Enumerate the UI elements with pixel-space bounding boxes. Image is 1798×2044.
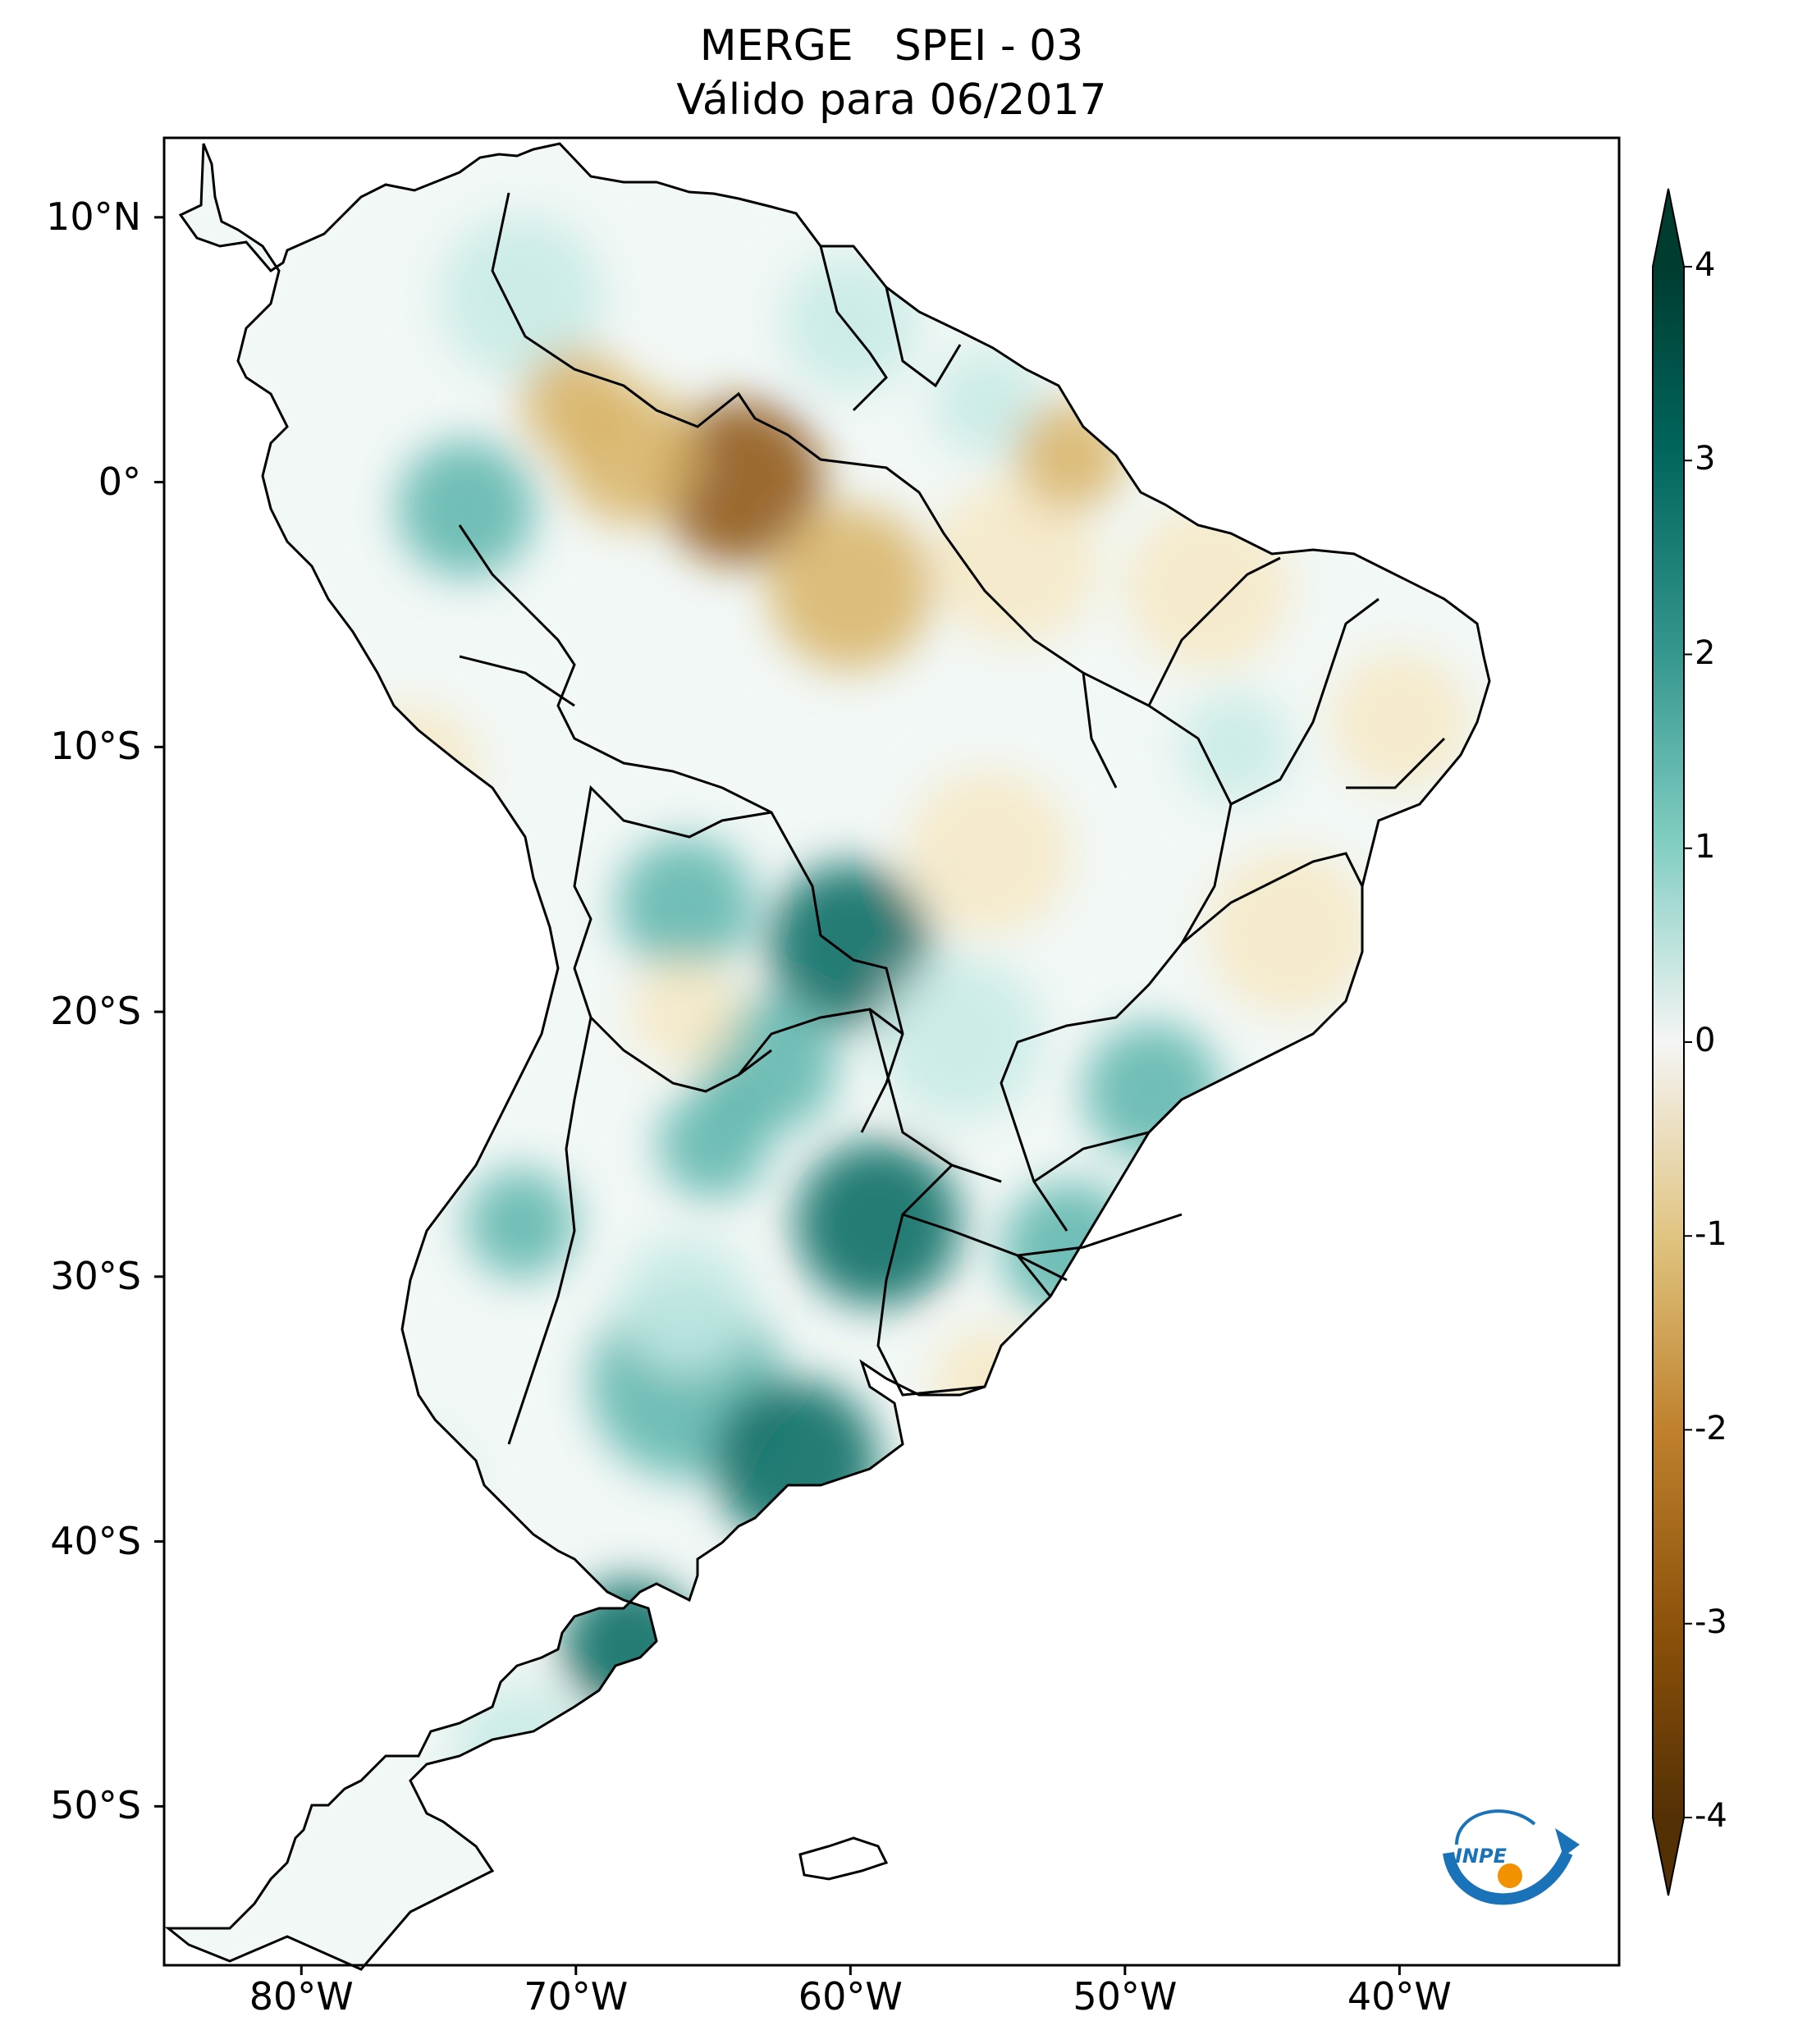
axis-ticks	[154, 216, 1401, 1975]
falkland-islands	[798, 1836, 889, 1881]
colorbar-tick-label: -3	[1695, 1603, 1727, 1641]
map-subtitle: Válido para 06/2017	[676, 75, 1107, 125]
colorbar-tick-label: 1	[1695, 827, 1716, 866]
colorbar-tick-label: 3	[1695, 440, 1716, 478]
lat-label: 0°	[98, 459, 141, 504]
spei-anomaly-patch	[1330, 652, 1469, 789]
lon-label: 70°W	[524, 1974, 629, 2019]
spei-anomaly-patch	[616, 1234, 755, 1372]
map-title: MERGE SPEI - 03	[164, 21, 1619, 71]
colorbar-extend-max	[1653, 189, 1684, 267]
spei-anomaly-patch	[397, 440, 535, 578]
spei-anomaly-patch	[658, 400, 823, 565]
spei-anomaly-patch	[905, 771, 1070, 935]
spei-anomaly-patch	[1179, 692, 1290, 803]
spei-anomaly-patch	[465, 1168, 576, 1279]
colorbar-tick-label: 2	[1695, 633, 1716, 672]
lon-label: 40°W	[1347, 1974, 1452, 2019]
logo-sun	[1498, 1863, 1522, 1888]
colorbar-tick-label: -2	[1695, 1409, 1727, 1447]
colorbar-tick-label: -1	[1695, 1215, 1727, 1254]
lat-label: 10°N	[46, 194, 141, 239]
spei-anomaly-patch	[1207, 849, 1372, 1015]
index-name: SPEI - 03	[894, 21, 1084, 71]
spei-anomaly-patch	[630, 957, 741, 1067]
product-name: MERGE	[699, 21, 853, 71]
spei-anomaly-patch	[932, 347, 1043, 458]
colorbar-tick-label: -4	[1695, 1797, 1727, 1835]
plot-frame	[162, 136, 1621, 1967]
inpe-logo: INPE	[1443, 1809, 1580, 1905]
lon-label: 80°W	[249, 1974, 354, 2019]
lat-label: 50°S	[50, 1783, 141, 1828]
political-borders	[458, 192, 1446, 1445]
colorbar-extend-min	[1653, 1818, 1684, 1895]
spei-anomaly-patch	[1124, 505, 1290, 671]
lat-label: 40°S	[50, 1518, 141, 1563]
colorbar-tick-label: 0	[1695, 1022, 1716, 1059]
lat-label: 20°S	[50, 989, 141, 1034]
colorbar-body	[1653, 267, 1684, 1818]
spei-anomaly-patch	[795, 1141, 961, 1306]
lon-label: 50°W	[1073, 1974, 1178, 2019]
spei-anomaly-patch	[658, 1089, 768, 1200]
logo-text: INPE	[1455, 1845, 1507, 1868]
spei-anomaly-patch	[438, 214, 604, 380]
lon-label: 60°W	[798, 1974, 903, 2019]
spei-anomaly-patch	[932, 479, 1098, 644]
lat-label: 10°S	[50, 724, 141, 769]
spei-anomaly-patch	[616, 837, 755, 975]
spei-anomaly-patch	[877, 956, 1043, 1121]
spei-anomaly-patch	[520, 347, 631, 458]
spei-anomaly-patch	[767, 505, 933, 671]
spei-anomaly-patch	[781, 254, 919, 392]
lat-label: 30°S	[50, 1253, 141, 1298]
colorbar-tick-label: 4	[1695, 246, 1716, 284]
colorbar	[1652, 188, 1692, 1896]
